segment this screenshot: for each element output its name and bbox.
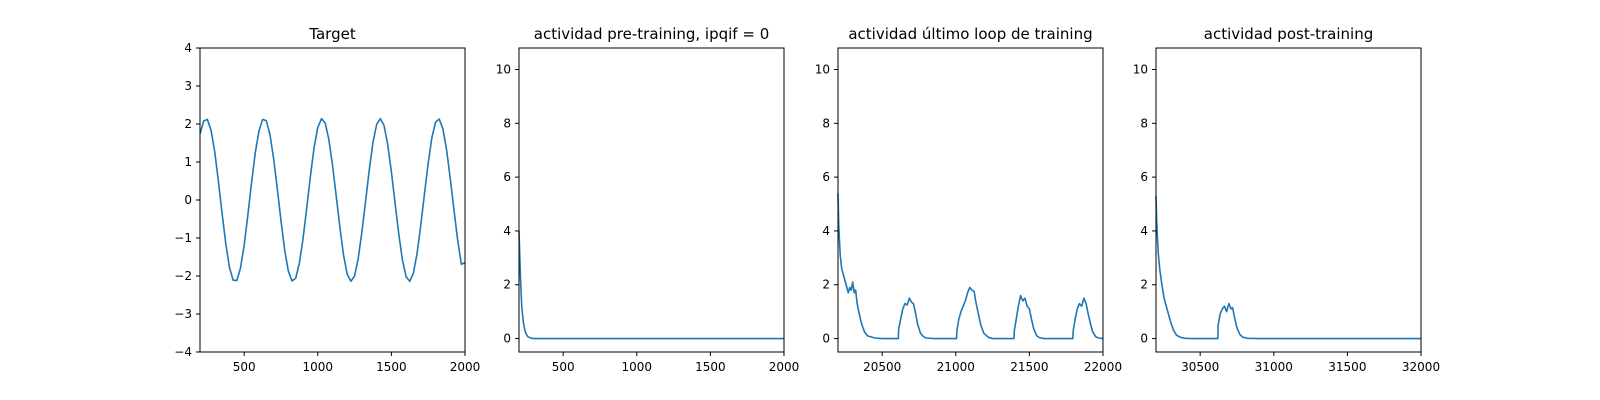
y-tick-label: 10	[815, 63, 830, 77]
x-tick-label: 22000	[1084, 360, 1122, 374]
y-tick-label: −2	[174, 269, 192, 283]
y-tick-label: 8	[503, 116, 511, 130]
chart-panel-4: actividad post-training 30500 31000 31500 32…	[1133, 25, 1440, 374]
x-tick-label: 2000	[450, 360, 481, 374]
x-tick-label: 1000	[303, 360, 334, 374]
chart-panel-2: actividad pre-training, ipqif = 0 500 1000…	[496, 25, 800, 374]
y-tick-label: 2	[1140, 278, 1148, 292]
series-line	[518, 230, 784, 340]
y-tick-label: 10	[1133, 63, 1148, 77]
x-tick-label: 30500	[1181, 360, 1219, 374]
y-tick-label: −4	[174, 345, 192, 359]
y-tick-label: 0	[1140, 332, 1148, 346]
chart-panel-1: Target 500 1000 1500 2000 −4 −3 −2 −1 0 1 2 3 4	[174, 25, 480, 374]
x-tick-label: 1500	[376, 360, 407, 374]
y-tick-label: 6	[822, 170, 830, 184]
chart-title: actividad pre-training, ipqif = 0	[534, 25, 770, 43]
y-tick-label: 1	[184, 155, 192, 169]
y-tick-label: 8	[822, 116, 830, 130]
y-tick-label: 4	[184, 41, 192, 55]
series-line	[837, 193, 1104, 340]
chart-title: Target	[308, 25, 356, 43]
x-tick-label: 1500	[695, 360, 726, 374]
plot-frame	[837, 47, 1104, 353]
x-tick-label: 21000	[937, 360, 975, 374]
x-tick-label: 500	[552, 360, 575, 374]
y-tick-label: 4	[822, 224, 830, 238]
x-tick-label: 500	[233, 360, 256, 374]
y-tick-label: 2	[184, 117, 192, 131]
plot-frame	[518, 47, 785, 353]
x-tick-label: 31500	[1328, 360, 1366, 374]
y-tick-label: −3	[174, 307, 192, 321]
y-tick-label: −1	[174, 231, 192, 245]
chart-title: actividad último loop de training	[848, 25, 1092, 43]
plot-frame	[199, 47, 466, 353]
y-tick-label: 0	[822, 332, 830, 346]
series-line	[199, 117, 466, 283]
x-tick-label: 31000	[1255, 360, 1293, 374]
y-tick-label: 8	[1140, 116, 1148, 130]
x-tick-label: 2000	[769, 360, 800, 374]
plot-frame	[1155, 47, 1422, 353]
x-tick-label: 1000	[622, 360, 653, 374]
y-tick-label: 6	[1140, 170, 1148, 184]
y-tick-label: 2	[503, 278, 511, 292]
y-tick-label: 2	[822, 278, 830, 292]
y-tick-label: 10	[496, 63, 511, 77]
y-tick-label: 6	[503, 170, 511, 184]
y-tick-label: 0	[184, 193, 192, 207]
y-tick-label: 4	[1140, 224, 1148, 238]
series-line	[1155, 195, 1421, 340]
y-tick-label: 0	[503, 332, 511, 346]
x-tick-label: 21500	[1010, 360, 1048, 374]
x-tick-label: 20500	[863, 360, 901, 374]
y-tick-label: 3	[184, 79, 192, 93]
x-tick-label: 32000	[1402, 360, 1440, 374]
chart-title: actividad post-training	[1204, 25, 1373, 43]
y-tick-label: 4	[503, 224, 511, 238]
